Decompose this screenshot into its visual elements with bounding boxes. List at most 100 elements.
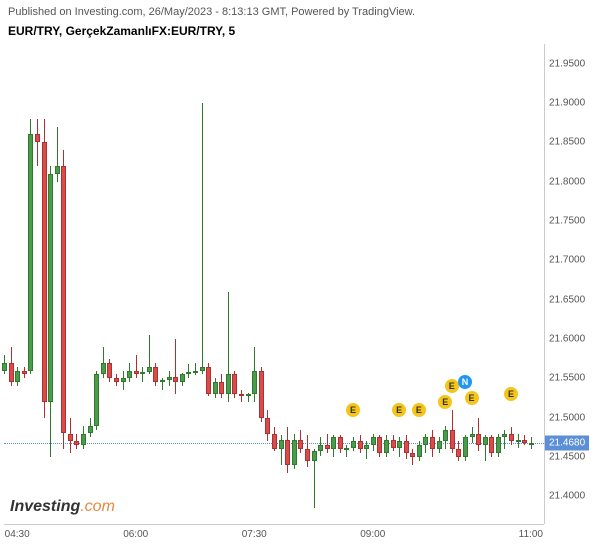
chart-container: Published on Investing.com, 26/May/2023 … [0,0,600,558]
candle-body [483,437,488,445]
event-marker-e[interactable]: E [438,395,452,409]
candle-body [358,441,363,449]
candle-wick [202,103,203,374]
candle-body [344,448,349,450]
candle-body [94,374,99,425]
candle-body [351,441,356,447]
candle-body [114,378,119,382]
candle-wick [366,441,367,458]
candle-body [404,441,409,453]
candle-body [48,174,53,402]
candle-body [391,440,396,448]
candle-body [470,434,475,438]
investing-logo: Investing.com [10,498,115,516]
candle-body [167,377,172,380]
candle-wick [37,119,38,166]
y-axis: 21.400021.450021.500021.550021.600021.65… [544,44,600,524]
candle-body [81,434,86,446]
candle-body [456,449,461,457]
candle-body [134,371,139,375]
candle-body [213,382,218,394]
y-axis-label: 21.8000 [545,176,585,187]
x-axis-label: 09:00 [360,529,385,540]
event-marker-n[interactable]: N [458,375,472,389]
candle-body [68,434,73,442]
logo-text: Investing [10,498,80,515]
candle-body [127,371,132,379]
candle-body [371,437,376,445]
candle-body [423,437,428,445]
event-marker-e[interactable]: E [465,391,479,405]
candle-body [285,440,290,465]
candle-body [331,437,336,449]
candle-body [153,367,158,383]
candle-body [325,445,330,449]
x-axis-label: 07:30 [242,529,267,540]
candle-body [516,440,521,442]
candle-body [42,142,47,402]
candle-body [180,374,185,382]
candle-body [312,451,317,461]
chart-plot-area[interactable]: EEEEEENE [4,44,544,524]
event-marker-e[interactable]: E [392,403,406,417]
candle-body [55,166,60,174]
candle-body [318,445,323,451]
y-axis-label: 21.5000 [545,412,585,423]
candle-body [101,363,106,375]
y-axis-label: 21.7500 [545,216,585,227]
candle-body [193,371,198,373]
candle-body [292,440,297,465]
candle-wick [504,430,505,450]
candle-body [417,445,422,457]
candle-body [15,371,20,383]
candle-body [476,434,481,446]
candle-body [35,134,40,142]
event-marker-e[interactable]: E [346,403,360,417]
candle-body [305,449,310,461]
candle-body [397,441,402,447]
candle-body [450,430,455,450]
y-axis-label: 21.9000 [545,98,585,109]
candle-wick [136,355,137,379]
logo-suffix: .com [80,498,115,515]
y-axis-label: 21.5500 [545,373,585,384]
candle-body [200,367,205,371]
event-marker-e[interactable]: E [445,379,459,393]
candle-body [2,363,7,371]
candle-body [259,371,264,418]
candle-body [410,453,415,457]
candle-body [443,430,448,442]
candle-body [74,441,79,445]
candle-body [377,437,382,453]
candle-body [232,374,237,394]
candle-body [384,440,389,453]
candle-body [338,437,343,449]
x-axis-label: 11:00 [519,529,543,540]
candle-body [496,437,501,453]
x-axis-label: 06:00 [123,529,148,540]
event-marker-e[interactable]: E [412,403,426,417]
candle-body [206,367,211,395]
candle-body [121,378,126,382]
publish-info: Published on Investing.com, 26/May/2023 … [8,6,415,18]
candle-body [430,437,435,449]
candle-body [489,437,494,453]
candle-body [186,372,191,374]
y-axis-label: 21.4500 [545,452,585,463]
x-axis: 04:3006:0007:3009:0011:00 [4,524,544,555]
candle-wick [327,434,328,454]
candle-body [279,440,284,449]
candle-body [522,440,527,443]
candle-wick [195,363,196,375]
candle-body [298,440,303,449]
candle-body [107,363,112,379]
candle-body [22,371,27,375]
y-axis-label: 21.9500 [545,58,585,69]
candle-body [502,434,507,438]
candle-body [160,380,165,382]
candle-wick [412,449,413,465]
candle-body [147,367,152,373]
candle-body [61,166,66,434]
event-marker-e[interactable]: E [504,387,518,401]
candle-body [265,418,270,434]
